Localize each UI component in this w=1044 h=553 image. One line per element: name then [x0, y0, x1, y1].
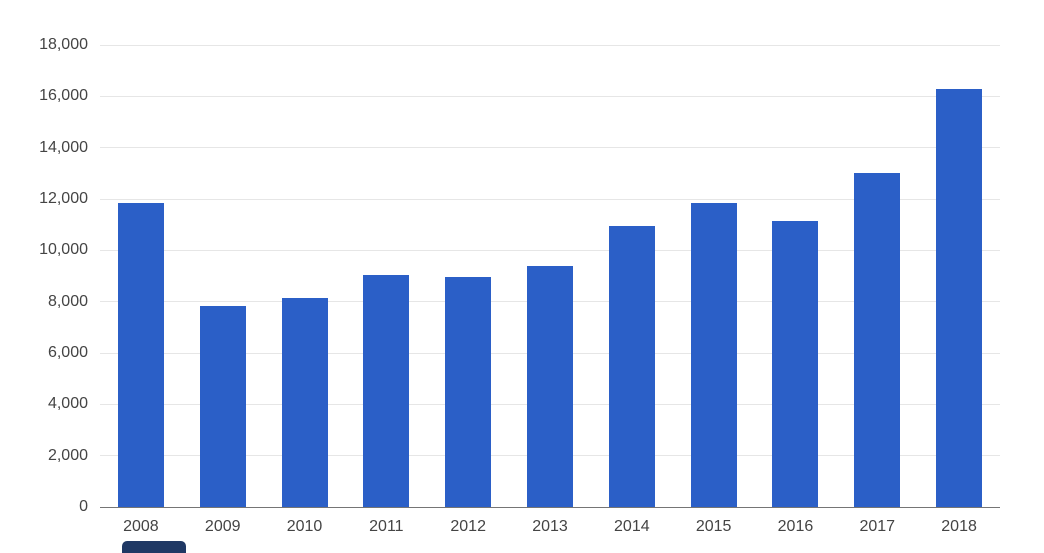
bar-2013: [527, 266, 573, 507]
y-tick-label: 6,000: [47, 344, 88, 361]
bar-2010: [282, 298, 328, 507]
x-tick-label: 2015: [695, 518, 732, 535]
x-tick-label: 2018: [941, 518, 977, 535]
x-tick-label: 2016: [777, 518, 814, 535]
plot-area: [100, 44, 1000, 508]
bar-2011: [363, 275, 409, 507]
gridline: [100, 198, 1000, 200]
bar-2008: [118, 203, 164, 507]
x-tick-label: 2014: [614, 518, 650, 535]
bar-2017: [854, 173, 900, 507]
y-tick-label: 16,000: [39, 87, 88, 105]
y-tick-label: 2,000: [47, 446, 88, 464]
x-tick-label: 2009: [204, 518, 241, 535]
y-tick-label: 12,000: [39, 190, 88, 207]
x-axis-baseline: [100, 507, 1000, 508]
bar-2012: [445, 277, 491, 507]
x-tick-label: 2008: [123, 518, 159, 535]
bar-2016: [772, 221, 818, 507]
x-tick-label: 2017: [859, 518, 896, 535]
gridline: [100, 147, 1000, 149]
y-tick-label: 8,000: [47, 292, 88, 310]
y-tick-label: 0: [79, 498, 88, 515]
bar-2014: [609, 226, 655, 507]
bar-2018: [936, 89, 982, 507]
gridline: [100, 95, 1000, 97]
x-tick-label: 2011: [369, 518, 404, 535]
bar-2015: [691, 203, 737, 507]
gridline: [100, 249, 1000, 251]
y-tick-label: 4,000: [47, 395, 88, 413]
bar-2009: [200, 306, 246, 507]
gridline: [100, 44, 1000, 46]
y-tick-label: 14,000: [39, 138, 88, 156]
x-tick-label: 2012: [450, 518, 486, 535]
x-tick-label: 2013: [532, 518, 568, 535]
cropped-legend-artifact: [122, 541, 186, 553]
x-tick-label: 2010: [286, 518, 323, 535]
y-tick-label: 18,000: [39, 36, 88, 53]
y-tick-label: 10,000: [39, 241, 88, 259]
